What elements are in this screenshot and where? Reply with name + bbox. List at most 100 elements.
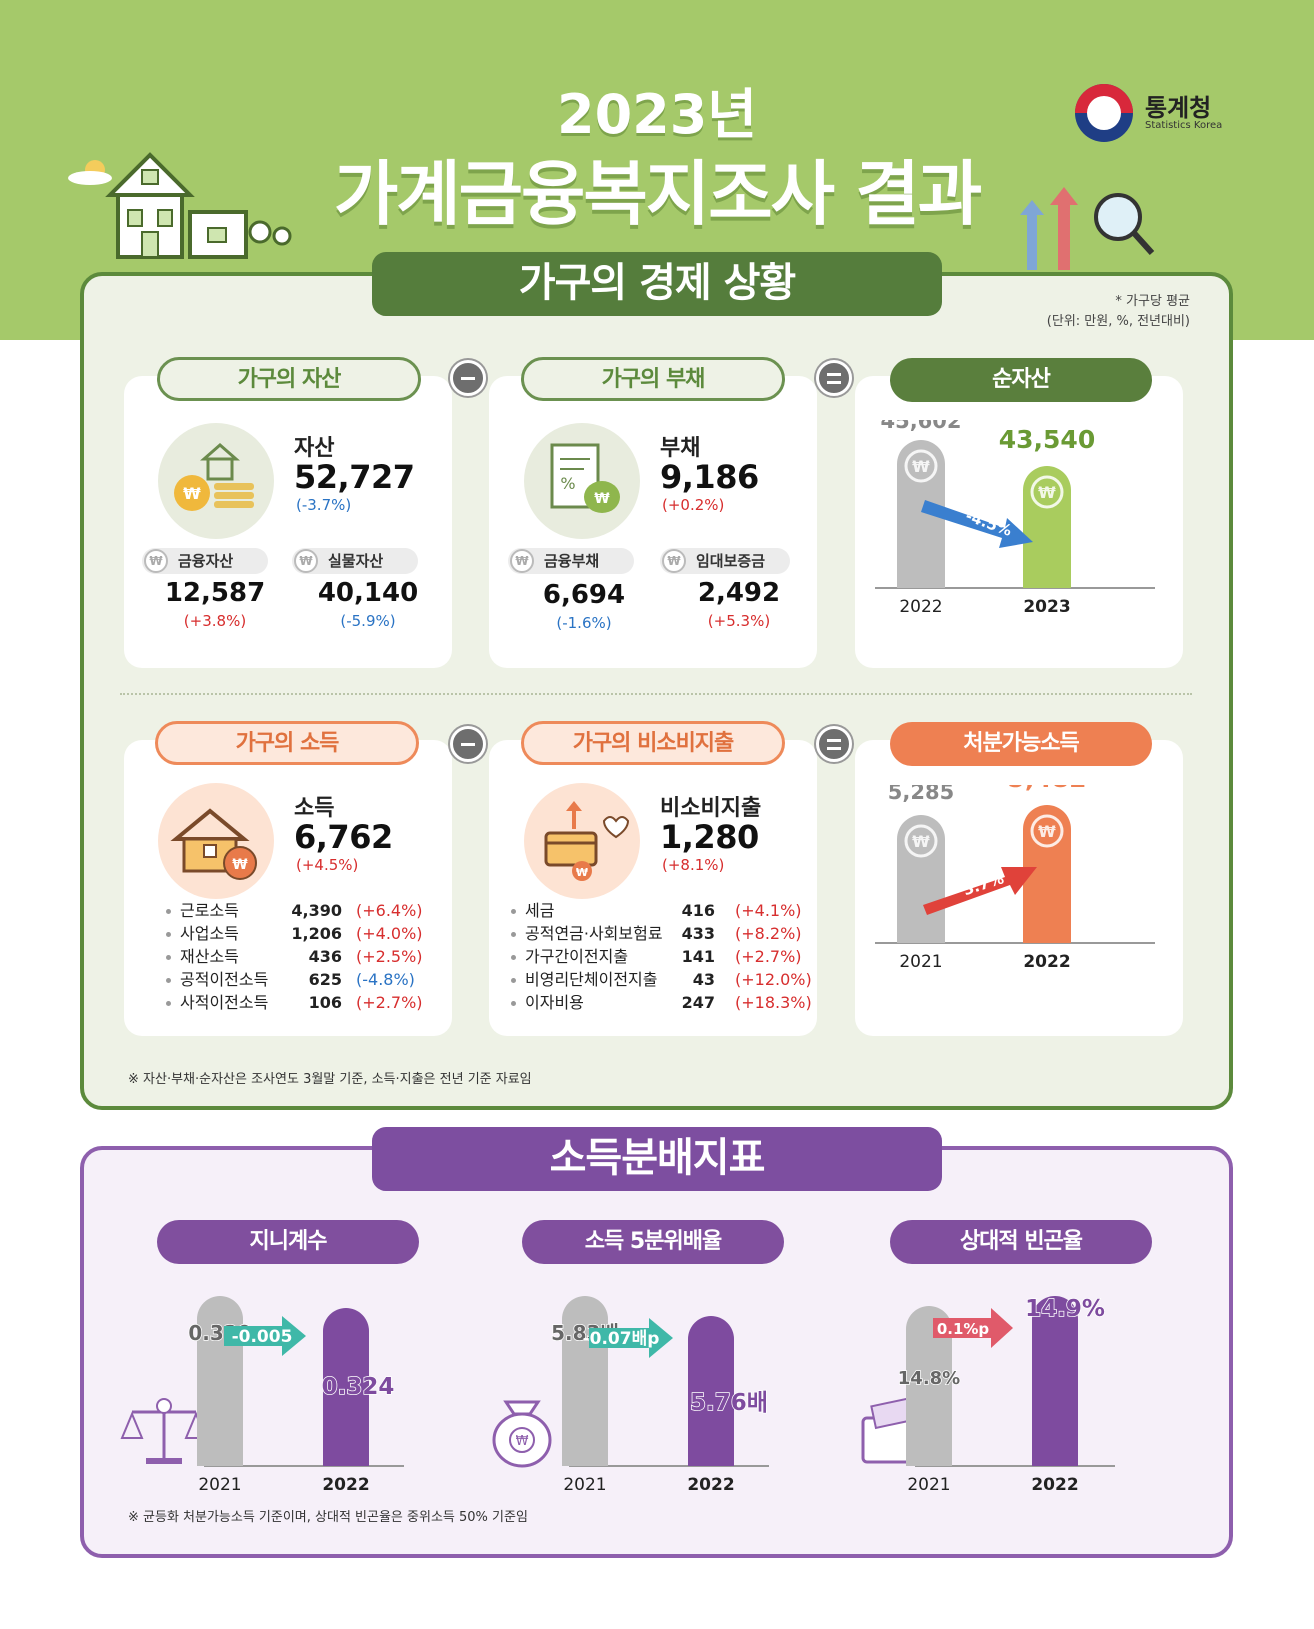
bullet-icon xyxy=(511,932,516,937)
assets-pill: 가구의 자산 xyxy=(157,357,421,401)
change-label: -4.5% xyxy=(963,507,1014,540)
item-change: (+2.7%) xyxy=(735,947,802,966)
category-label: 2022 xyxy=(687,1475,734,1495)
won-icon: ₩ xyxy=(294,549,318,573)
assets-value: 52,727 xyxy=(294,458,415,496)
moneybag-icon: ₩ xyxy=(492,1400,552,1468)
bar xyxy=(1032,1296,1078,1466)
document-moneybag-icon: % ₩ xyxy=(524,423,640,539)
net-assets-pill: 순자산 xyxy=(890,358,1152,402)
item-value: 141 xyxy=(681,947,715,966)
svg-text:₩: ₩ xyxy=(183,484,201,503)
bullet-icon xyxy=(166,909,171,914)
value-label: 5.76배 xyxy=(690,1390,768,1416)
item-change: (+2.5%) xyxy=(356,947,423,966)
item-value: 43 xyxy=(692,970,715,989)
value-label: 45,602 xyxy=(880,420,961,433)
statistics-korea-logo: 통계청 Statistics Korea xyxy=(1075,84,1275,144)
bar xyxy=(323,1308,369,1466)
list-item: 비영리단체이전지출 43 (+12.0%) xyxy=(511,969,812,991)
bullet-icon xyxy=(511,909,516,914)
list-item: 공적연금·사회보험료 433 (+8.2%) xyxy=(511,923,811,945)
real-assets-label: 실물자산 xyxy=(328,552,384,570)
item-label: 근로소득 xyxy=(180,901,239,920)
item-change: (+18.3%) xyxy=(735,993,812,1012)
income-pill: 가구의 소득 xyxy=(155,721,419,765)
list-item: 재산소득 436 (+2.5%) xyxy=(166,946,466,968)
financial-assets-tag: ₩ 금융자산 xyxy=(142,548,268,574)
value-label: 0.324 xyxy=(322,1374,395,1400)
lease-deposit-label: 임대보증금 xyxy=(696,552,766,570)
financial-debt-label: 금융부채 xyxy=(544,552,600,570)
unit-note-1: * 가구당 평균 xyxy=(1115,294,1190,309)
item-label: 공적연금·사회보험료 xyxy=(525,924,663,943)
taeguk-icon xyxy=(1075,84,1133,142)
svg-text:₩: ₩ xyxy=(232,857,248,873)
org-sub: Statistics Korea xyxy=(1145,120,1223,131)
house-won-icon: ₩ xyxy=(158,783,274,899)
growth-arrows-illustration xyxy=(1020,187,1155,270)
income-card xyxy=(124,740,452,1036)
net-assets-chart: ₩2022 45,602 ₩2023 43,540 -4.5% xyxy=(875,420,1155,617)
item-label: 재산소득 xyxy=(180,947,239,966)
item-value: 1,206 xyxy=(291,924,342,943)
bullet-icon xyxy=(511,1001,516,1006)
bullet-icon xyxy=(511,955,516,960)
equals-operator xyxy=(816,726,852,762)
bullet-icon xyxy=(166,932,171,937)
item-label: 비영리단체이전지출 xyxy=(525,970,658,989)
category-label: 2021 xyxy=(198,1475,241,1495)
poverty-rate-chart: 2021 14.8% 2022 14.9% 0.1%p xyxy=(897,1295,1115,1495)
lease-deposit-tag: ₩ 임대보증금 xyxy=(660,548,790,574)
bullet-icon xyxy=(166,955,171,960)
list-item: 근로소득 4,390 (+6.4%) xyxy=(166,900,466,922)
category-label: 2021 xyxy=(899,952,942,972)
won-icon: ₩ xyxy=(510,549,534,573)
svg-text:₩: ₩ xyxy=(594,491,610,507)
change-label: 3.7% xyxy=(961,869,1006,899)
item-change: (+6.4%) xyxy=(356,901,423,920)
item-value: 436 xyxy=(308,947,342,966)
real-assets-tag: ₩ 실물자산 xyxy=(292,548,418,574)
financial-debt-tag: ₩ 금융부채 xyxy=(508,548,634,574)
change-arrow xyxy=(589,1318,673,1358)
item-label: 사적이전소득 xyxy=(180,993,269,1012)
item-value: 625 xyxy=(308,970,342,989)
financial-assets-value: 12,587 xyxy=(164,578,266,608)
assets-change: (-3.7%) xyxy=(296,496,352,514)
main-title: 가계금융복지조사 결과 xyxy=(333,153,982,235)
gini-pill: 지니계수 xyxy=(157,1220,419,1264)
house-illustration xyxy=(68,152,292,259)
disposable-income-pill: 처분가능소득 xyxy=(890,722,1152,766)
change-arrow xyxy=(921,500,1033,548)
minus-operator xyxy=(450,360,486,396)
category-label: 2022 xyxy=(899,597,942,617)
assets-label: 자산 xyxy=(294,436,335,461)
change-label: 0.1%p xyxy=(937,1320,990,1338)
won-icon: ₩ xyxy=(144,549,168,573)
bullet-icon xyxy=(166,1001,171,1006)
category-label: 2022 xyxy=(1031,1475,1078,1495)
item-label: 가구간이전지출 xyxy=(525,947,629,966)
won-symbol: ₩ xyxy=(912,832,930,851)
won-symbol: ₩ xyxy=(912,457,930,476)
equals-operator xyxy=(816,360,852,396)
income-value: 6,762 xyxy=(294,818,393,856)
distribution-footnote: ※ 균등화 처분가능소득 기준이며, 상대적 빈곤율은 중위소득 50% 기준임 xyxy=(128,1510,528,1525)
list-item: 공적이전소득 625 (-4.8%) xyxy=(166,969,466,991)
item-label: 세금 xyxy=(525,901,555,920)
list-item: 사업소득 1,206 (+4.0%) xyxy=(166,923,466,945)
bar xyxy=(1023,466,1071,588)
won-icon xyxy=(1030,475,1064,509)
value-label: 14.8% xyxy=(898,1368,960,1389)
income-label: 소득 xyxy=(294,796,335,821)
item-value: 106 xyxy=(308,993,342,1012)
value-label: 43,540 xyxy=(999,425,1095,454)
bullet-icon xyxy=(166,978,171,983)
list-item: 이자비용 247 (+18.3%) xyxy=(511,992,812,1014)
value-label: 14.9% xyxy=(1025,1296,1105,1322)
item-change: (+4.0%) xyxy=(356,924,423,943)
item-label: 공적이전소득 xyxy=(180,970,269,989)
item-change: (+4.1%) xyxy=(735,901,802,920)
svg-text:₩: ₩ xyxy=(576,866,588,879)
